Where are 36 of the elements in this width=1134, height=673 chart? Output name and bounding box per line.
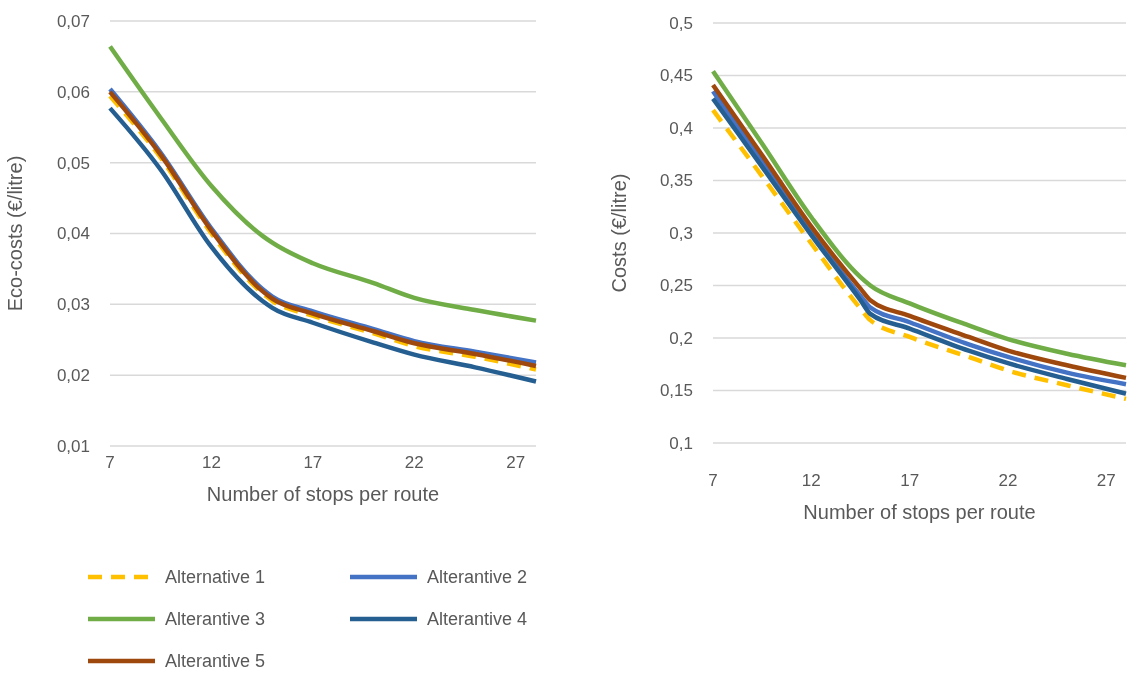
y-tick-label: 0,15 [659,381,693,401]
legend-label: Alterantive 2 [427,567,528,588]
x-tick-label: 17 [303,453,323,472]
legend-label: Alterantive 3 [165,609,266,630]
y-axis-title: Costs (€/litre) [608,173,630,293]
line-series [107,44,539,323]
y-tick-label: 0,01 [56,436,90,456]
y-tick-label: 0,02 [56,366,90,386]
y-tick-label: 0,45 [659,66,693,86]
y-tick-label: 0,4 [669,118,693,138]
y-tick-label: 0,35 [659,171,693,191]
x-tick-label: 12 [801,471,821,490]
y-tick-label: 0,05 [56,153,90,173]
y-axis-title: Eco-costs (€/litre) [4,155,26,312]
legend-label: Alterantive 4 [427,609,528,630]
x-axis-title: Number of stops per route [206,483,440,505]
x-axis-title: Number of stops per route [803,501,1036,523]
x-tick-label: 12 [201,453,221,472]
x-tick-label: 27 [1096,471,1116,490]
x-tick-label: 7 [105,453,115,472]
y-tick-label: 0,03 [56,295,90,315]
y-tick-label: 0,25 [659,276,693,296]
legend-label: Alternative 1 [165,567,266,588]
y-tick-label: 0,04 [56,224,90,244]
y-tick-label: 0,1 [669,433,693,453]
x-tick-label: 22 [998,471,1018,490]
y-tick-label: 0,06 [56,82,90,102]
y-tick-label: 0,3 [669,223,693,243]
x-tick-label: 7 [708,471,718,490]
x-tick-label: 27 [506,453,526,472]
x-tick-label: 17 [900,471,920,490]
y-tick-label: 0,2 [669,328,693,348]
y-tick-label: 0,07 [56,11,90,31]
y-tick-label: 0,5 [669,13,693,33]
x-tick-label: 22 [404,453,424,472]
legend-label: Alterantive 5 [165,651,266,672]
